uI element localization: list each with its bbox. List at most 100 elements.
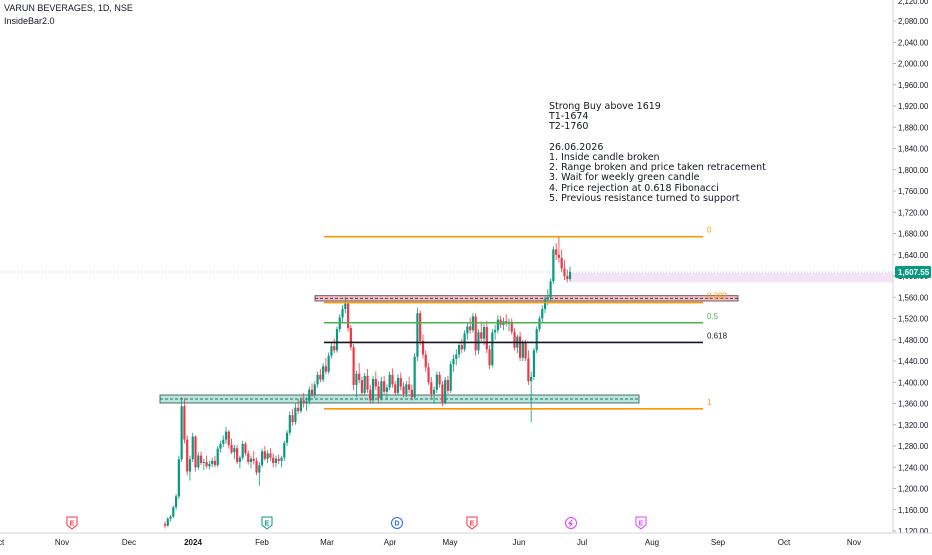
candle-body bbox=[374, 379, 377, 387]
candle bbox=[535, 326, 538, 354]
candle-body bbox=[399, 378, 402, 387]
candle bbox=[208, 460, 211, 470]
price-tick-label: 1,960.00 bbox=[898, 81, 929, 90]
candle bbox=[380, 376, 383, 401]
event-badge-label: D bbox=[394, 521, 399, 528]
candle bbox=[224, 426, 228, 444]
price-tick-label: 1,400.00 bbox=[898, 378, 929, 387]
candle-body bbox=[557, 254, 561, 258]
candle bbox=[274, 455, 278, 468]
candle bbox=[444, 376, 447, 405]
candle bbox=[399, 372, 402, 391]
candle bbox=[480, 322, 483, 342]
candle bbox=[427, 363, 430, 385]
candle bbox=[219, 440, 222, 453]
price-tick-label: 1,840.00 bbox=[898, 145, 929, 154]
candle bbox=[333, 338, 336, 354]
indicator-label[interactable]: InsideBar2.0 bbox=[4, 16, 55, 26]
candle bbox=[491, 329, 494, 368]
candle-body bbox=[330, 346, 333, 356]
candle bbox=[238, 455, 241, 469]
candle bbox=[408, 376, 411, 393]
candle-body bbox=[555, 249, 558, 255]
candle bbox=[563, 260, 566, 281]
candle-body bbox=[532, 350, 536, 377]
candle-body bbox=[224, 431, 228, 440]
dividend-event-icon[interactable]: D bbox=[391, 517, 403, 529]
candle-body bbox=[380, 381, 383, 399]
candle bbox=[510, 318, 513, 335]
candle bbox=[552, 246, 555, 284]
candle-body bbox=[260, 451, 264, 466]
price-tick-label: 1,520.00 bbox=[898, 315, 929, 324]
candle bbox=[258, 461, 261, 486]
time-tick-label: Jul bbox=[577, 538, 587, 547]
note-line: 3. Wait for weekly green candle bbox=[549, 172, 700, 184]
candle-body bbox=[177, 459, 180, 497]
candle-body bbox=[355, 373, 358, 385]
candle bbox=[205, 455, 208, 469]
candle-body bbox=[169, 516, 172, 519]
candle bbox=[460, 338, 463, 354]
candle bbox=[527, 350, 530, 385]
candle-body bbox=[174, 496, 178, 508]
time-tick-label: Aug bbox=[645, 538, 659, 547]
candle bbox=[405, 381, 408, 398]
candle-body bbox=[527, 358, 530, 382]
split-event-icon[interactable] bbox=[565, 517, 577, 529]
candle-body bbox=[530, 376, 533, 382]
earnings-event-icon[interactable]: E bbox=[635, 516, 647, 530]
candle bbox=[446, 375, 450, 394]
candle bbox=[330, 342, 333, 359]
note-line: 2. Range broken and price taken retracem… bbox=[549, 162, 766, 174]
candle bbox=[452, 354, 455, 372]
candle bbox=[502, 317, 505, 331]
candle-body bbox=[327, 355, 330, 372]
candle-body bbox=[186, 439, 189, 472]
candle bbox=[432, 386, 436, 404]
earnings-event-icon[interactable]: E bbox=[466, 516, 478, 530]
candle bbox=[277, 454, 280, 465]
candle-body bbox=[230, 444, 233, 453]
candle bbox=[222, 435, 225, 448]
time-tick-label: May bbox=[442, 538, 457, 547]
candle bbox=[341, 305, 344, 323]
candle bbox=[172, 505, 175, 518]
candle bbox=[288, 411, 291, 436]
candle bbox=[194, 435, 197, 472]
time-tick-label: Mar bbox=[320, 538, 334, 547]
candle bbox=[216, 446, 219, 468]
candle-body bbox=[383, 381, 386, 392]
price-tick-label: 1,640.00 bbox=[898, 251, 929, 260]
price-tick-label: 2,080.00 bbox=[898, 17, 929, 26]
candle-body bbox=[163, 524, 167, 526]
time-tick-label: Dec bbox=[122, 538, 136, 547]
candle-body bbox=[310, 389, 314, 395]
event-badge-shape bbox=[261, 516, 273, 530]
event-badge-shape bbox=[66, 516, 78, 530]
last-price-label: 1,607.55 bbox=[898, 268, 930, 277]
candle-body bbox=[391, 374, 394, 385]
price-tick-label: 1,920.00 bbox=[898, 102, 929, 111]
candle-body bbox=[438, 374, 441, 385]
candle-body bbox=[183, 406, 186, 440]
candle-body bbox=[247, 453, 250, 462]
candle-body bbox=[199, 455, 203, 463]
candle-body bbox=[366, 375, 369, 390]
earnings-event-icon[interactable]: E bbox=[261, 516, 273, 530]
note-line: T2-1760 bbox=[549, 121, 589, 133]
note-line: 5. Previous resistance turned to support bbox=[549, 192, 740, 204]
candle-body bbox=[421, 340, 425, 355]
candle bbox=[518, 331, 522, 361]
earnings-event-icon[interactable]: E bbox=[66, 516, 78, 530]
note-line: 26.06.2026 bbox=[549, 141, 604, 153]
candle bbox=[211, 457, 214, 468]
candle-body bbox=[302, 400, 305, 404]
candle-body bbox=[410, 389, 413, 398]
candle-body bbox=[222, 439, 225, 444]
candle bbox=[391, 368, 394, 388]
candle-body bbox=[549, 281, 552, 298]
candle bbox=[233, 444, 236, 460]
